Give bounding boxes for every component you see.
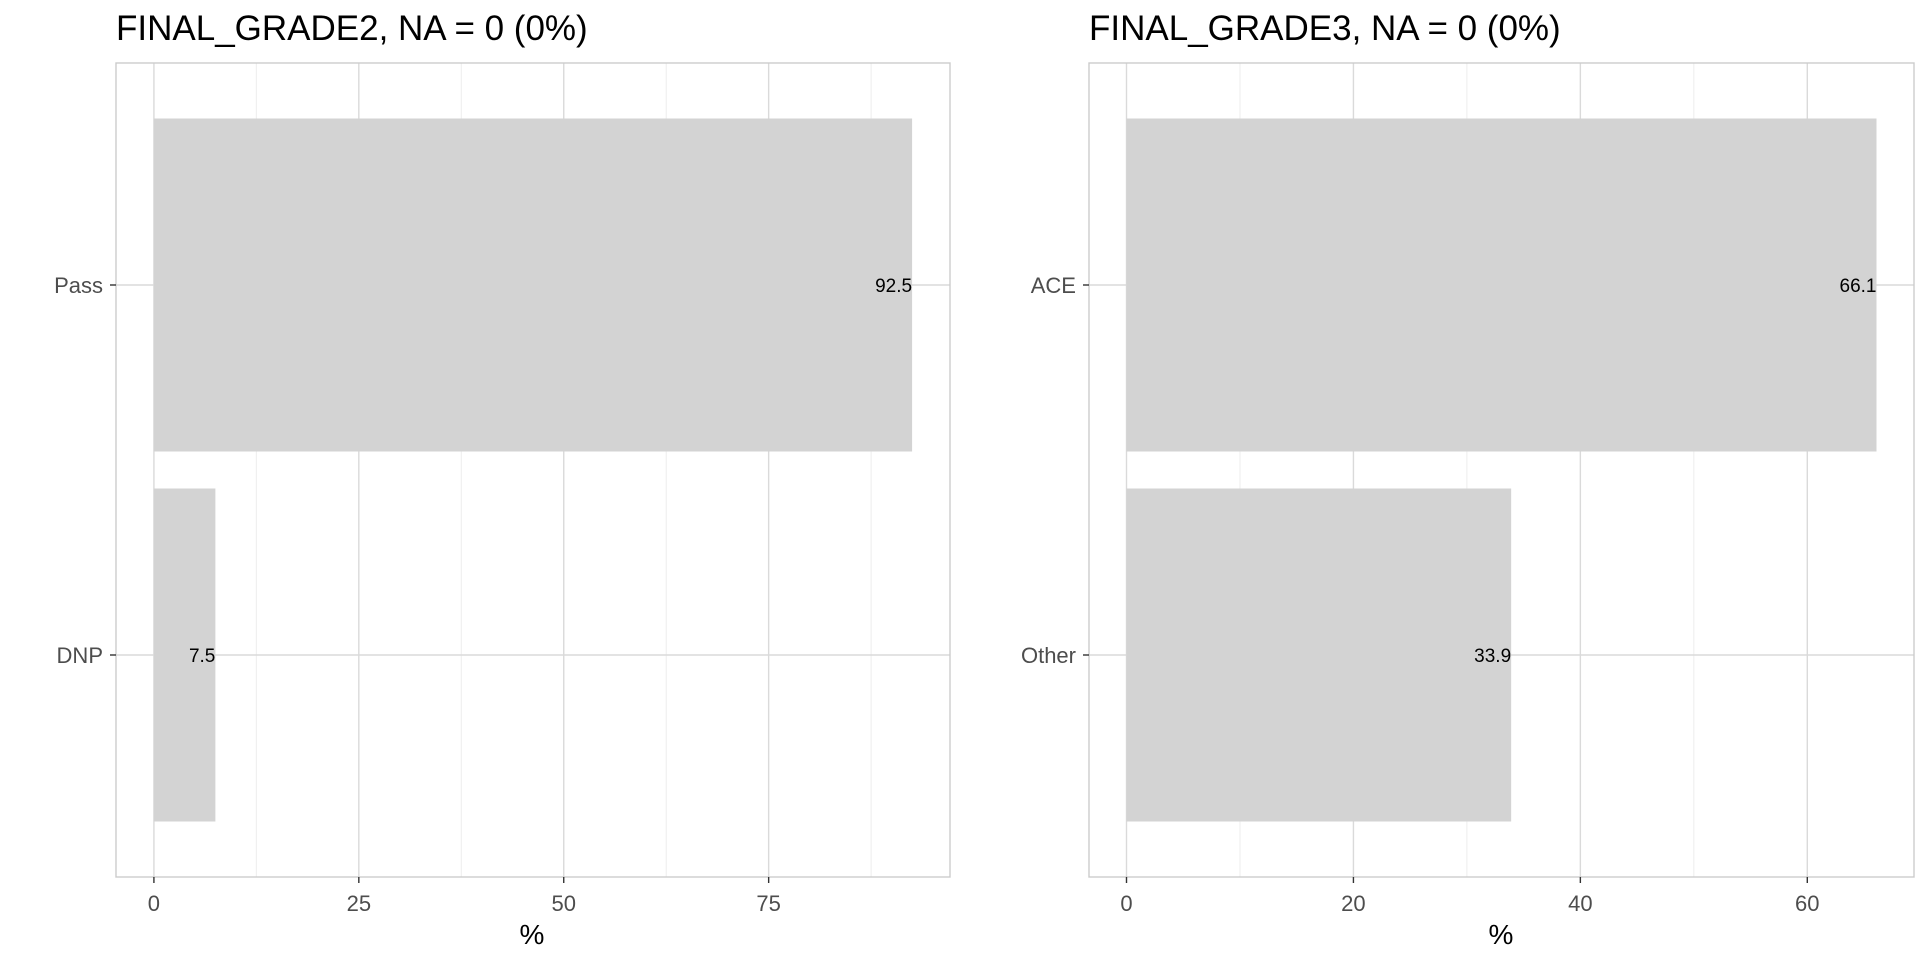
bar-pass bbox=[153, 118, 913, 452]
panel-final-grade2: FINAL_GRADE2, NA = 0 (0%) % 92.5 7.5 Pass D… bbox=[54, 9, 951, 950]
x-tick-label: 75 bbox=[756, 891, 780, 916]
panel-title: FINAL_GRADE3, NA = 0 (0%) bbox=[1089, 9, 1561, 48]
x-tick-label: 20 bbox=[1341, 891, 1365, 916]
x-tick-label: 0 bbox=[1120, 891, 1132, 916]
y-tick-label: ACE bbox=[1031, 273, 1076, 298]
x-tick-label: 50 bbox=[551, 891, 575, 916]
x-tick-label: 25 bbox=[347, 891, 371, 916]
y-tick-label: Other bbox=[1021, 643, 1076, 668]
panel-border bbox=[1088, 62, 1915, 878]
bar-dnp bbox=[153, 488, 216, 822]
data-label: 33.9 bbox=[1474, 646, 1511, 667]
bar-ace bbox=[1126, 118, 1877, 452]
x-axis-title: % bbox=[1489, 919, 1514, 950]
data-label: 92.5 bbox=[875, 276, 912, 297]
panel-final-grade3: FINAL_GRADE3, NA = 0 (0%) % 66.1 33.9 ACE O… bbox=[1021, 9, 1915, 950]
data-label: 7.5 bbox=[189, 646, 215, 667]
x-tick-label: 60 bbox=[1795, 891, 1819, 916]
data-label: 66.1 bbox=[1840, 276, 1877, 297]
y-tick-label: Pass bbox=[54, 273, 103, 298]
x-tick-label: 0 bbox=[148, 891, 160, 916]
x-axis-title: % bbox=[520, 919, 545, 950]
panel-border bbox=[115, 62, 951, 878]
x-tick-label: 40 bbox=[1568, 891, 1592, 916]
y-tick-label: DNP bbox=[57, 643, 103, 668]
bar-other bbox=[1126, 488, 1512, 822]
panel-title: FINAL_GRADE2, NA = 0 (0%) bbox=[116, 9, 588, 48]
